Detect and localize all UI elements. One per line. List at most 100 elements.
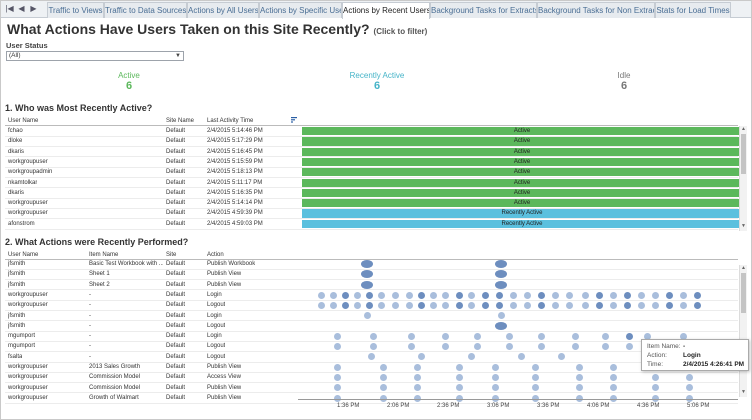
timeline-mark[interactable] [417,291,425,299]
table-row[interactable]: workgroupuser Commission Model Default Acce… [5,372,738,382]
timeline-mark[interactable] [685,384,693,392]
status-bar[interactable]: Active [302,188,742,198]
timeline-mark[interactable] [557,353,565,361]
table-row[interactable]: workgroupuser Default 2/4/2015 5:15:59 PM A… [5,157,742,167]
timeline-mark[interactable] [369,343,377,351]
timeline-mark[interactable] [379,373,387,381]
timeline-mark[interactable] [651,394,659,402]
table-row[interactable]: dkaris Default 2/4/2015 5:16:45 PM Active [5,147,742,157]
table-row[interactable]: fchao Default 2/4/2015 5:14:46 PM Active [5,126,742,136]
status-bar[interactable]: Active [302,127,742,136]
timeline-mark[interactable] [455,363,463,371]
timeline-mark[interactable] [441,332,449,340]
timeline-mark[interactable] [417,301,425,309]
timeline-mark[interactable] [679,332,687,340]
timeline-mark[interactable] [333,373,341,381]
scroll-down-icon[interactable]: ▼ [741,223,746,229]
table-row[interactable]: workgroupadmin Default 2/4/2015 5:18:13 PM… [5,167,742,177]
table-row[interactable]: jfsmith Sheet 2 Default Publish View [5,280,738,290]
table-row[interactable]: jfsmith Basic Test Workbook with ... Defau… [5,259,738,269]
timeline-mark[interactable] [353,301,361,309]
timeline-mark[interactable] [333,332,341,340]
timeline-mark[interactable] [407,332,415,340]
timeline-mark[interactable] [651,291,659,299]
tab-traffic-to-views[interactable]: Traffic to Views [47,2,104,18]
timeline-mark[interactable] [369,332,377,340]
timeline-mark[interactable] [575,373,583,381]
table-row[interactable]: jfsmith - Default Logout [5,321,738,331]
table-row[interactable]: workgroupuser Commission Model Default Publ… [5,383,738,393]
timeline-mark[interactable] [317,291,325,299]
section-2-scroll-thumb[interactable] [741,273,746,313]
timeline-mark[interactable] [595,291,603,299]
timeline-mark[interactable] [637,291,645,299]
section-1-scrollbar[interactable]: ▲ ▼ [739,126,747,231]
timeline-mark[interactable] [685,394,693,402]
timeline-mark[interactable] [595,301,603,309]
timeline-mark[interactable] [509,291,517,299]
timeline-mark[interactable] [531,394,539,402]
timeline-mark[interactable] [609,373,617,381]
timeline-mark[interactable] [637,301,645,309]
timeline-mark[interactable] [391,291,399,299]
timeline-mark[interactable] [333,343,341,351]
status-bar[interactable]: Recently Active [302,219,742,228]
table-row[interactable]: jfsmith Sheet 1 Default Publish View [5,269,738,279]
timeline-mark[interactable] [365,291,373,299]
col-header-item-name[interactable]: Item Name [89,252,119,258]
timeline-mark[interactable] [609,384,617,392]
tab-prev-icon[interactable]: ◀ [18,4,25,13]
timeline-mark[interactable] [491,363,499,371]
timeline-mark[interactable] [379,384,387,392]
table-row[interactable]: fsalta - Default Logout [5,352,738,362]
table-row[interactable]: jfsmith - Default Login [5,311,738,321]
col-header-user-name[interactable]: User Name [8,118,39,124]
timeline-mark[interactable] [581,291,589,299]
timeline-mark[interactable] [523,291,531,299]
timeline-mark[interactable] [407,343,415,351]
timeline-mark[interactable] [329,301,337,309]
timeline-mark[interactable] [537,343,545,351]
timeline-mark[interactable] [537,301,545,309]
timeline-mark[interactable] [565,291,573,299]
timeline-mark[interactable] [623,291,631,299]
timeline-mark[interactable] [379,363,387,371]
timeline-mark[interactable] [353,291,361,299]
timeline-mark[interactable] [365,301,373,309]
timeline-mark[interactable] [651,373,659,381]
status-bar[interactable]: Active [302,178,742,187]
table-row[interactable]: workgroupuser - Default Login [5,290,738,300]
tab-background-tasks-for-non-extracts[interactable]: Background Tasks for Non Extracts [537,2,655,18]
timeline-mark[interactable] [361,270,373,279]
timeline-mark[interactable] [565,301,573,309]
timeline-mark[interactable] [665,301,673,309]
user-status-select[interactable]: (All) ▼ [6,51,184,61]
status-bar[interactable]: Active [302,168,742,177]
timeline-mark[interactable] [361,280,373,289]
col-header-site[interactable]: Site [166,252,177,258]
table-row[interactable]: dkaris Default 2/4/2015 5:16:35 PM Active [5,188,742,198]
timeline-mark[interactable] [391,301,399,309]
timeline-mark[interactable] [609,291,617,299]
timeline-mark[interactable] [623,301,631,309]
timeline-mark[interactable] [551,301,559,309]
section-1-scroll-thumb[interactable] [741,134,746,174]
col-header-user-name-2[interactable]: User Name [8,252,39,258]
scroll-up-icon[interactable]: ▲ [741,265,746,271]
timeline-mark[interactable] [441,291,449,299]
timeline-mark[interactable] [601,343,609,351]
sort-icon[interactable] [291,117,297,123]
timeline-mark[interactable] [341,291,349,299]
tab-next-icon[interactable]: ▶ [30,4,37,13]
timeline-mark[interactable] [361,260,373,269]
status-bar[interactable]: Active [302,199,742,208]
status-bar[interactable]: Active [302,137,742,146]
timeline-mark[interactable] [491,384,499,392]
timeline-mark[interactable] [643,332,651,340]
timeline-mark[interactable] [441,301,449,309]
timeline-mark[interactable] [531,373,539,381]
kpi-idle[interactable]: Idle 6 [584,71,664,92]
timeline-mark[interactable] [441,343,449,351]
timeline-mark[interactable] [609,363,617,371]
timeline-mark[interactable] [413,384,421,392]
